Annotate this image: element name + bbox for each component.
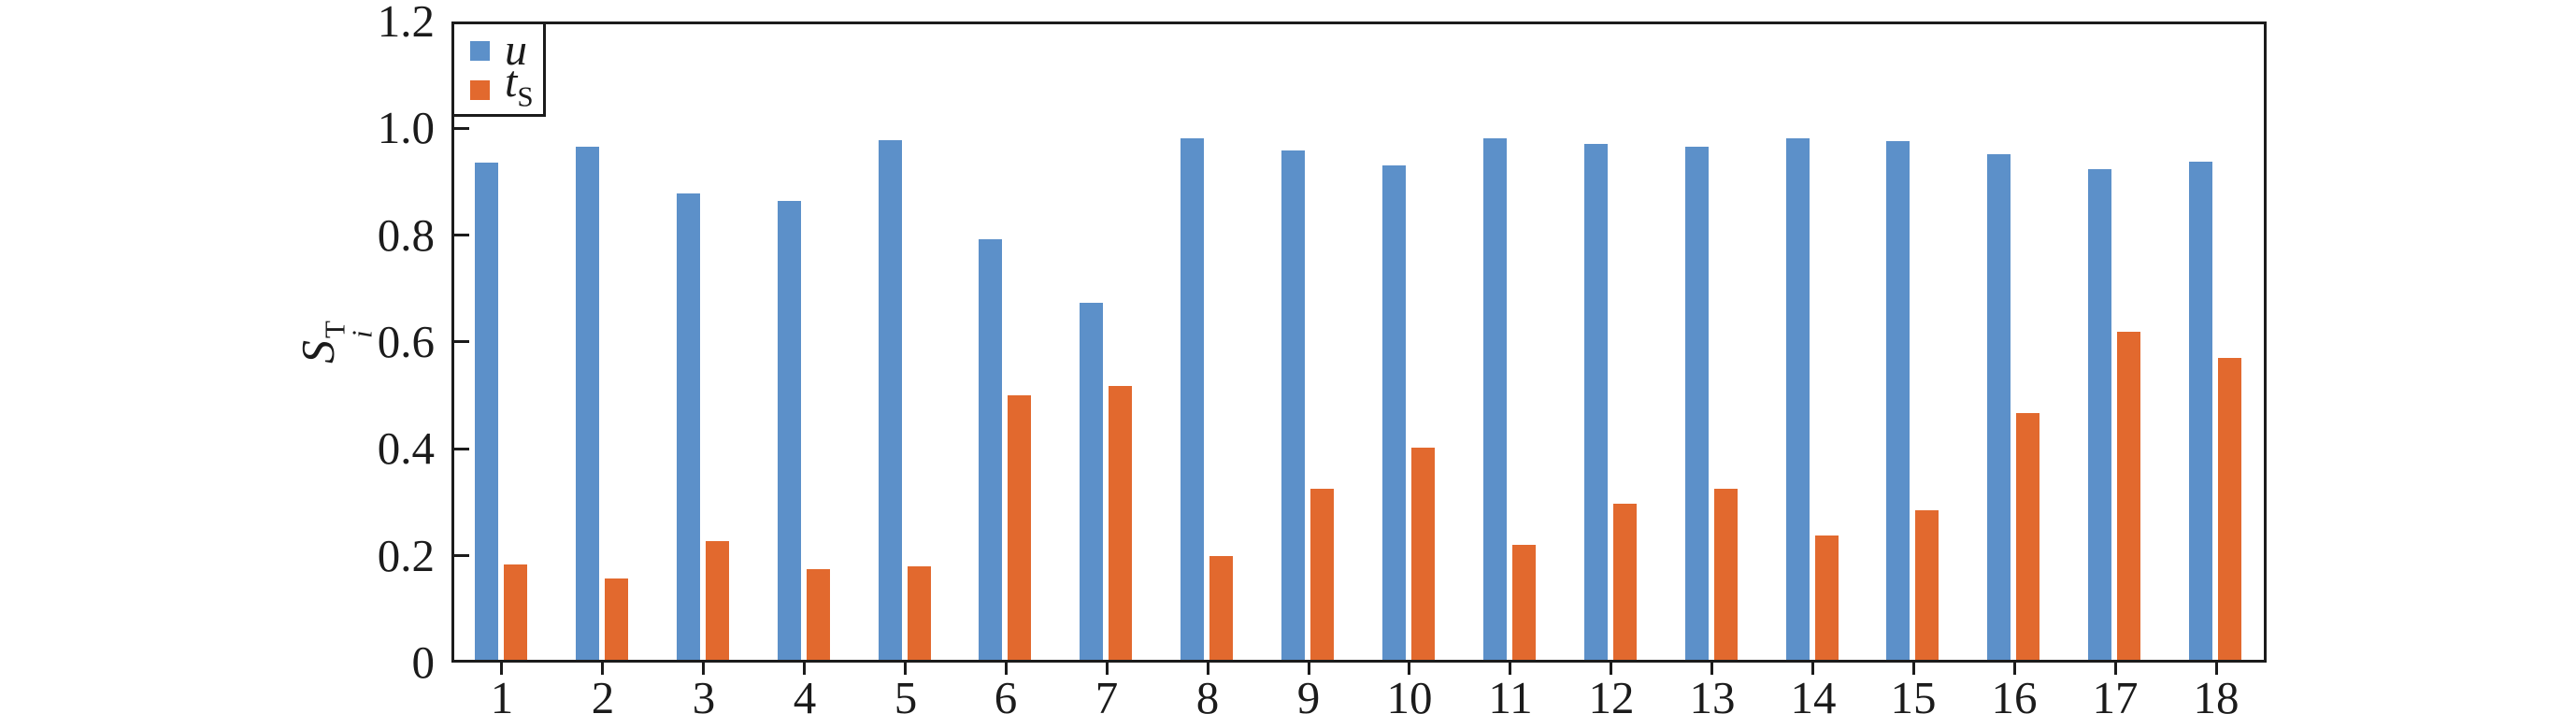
x-tick-label-17: 17 xyxy=(2092,672,2139,714)
bar-ts-5 xyxy=(908,566,931,663)
x-tick-label-8: 8 xyxy=(1195,672,1220,714)
x-tick-15 xyxy=(1912,663,1915,675)
y-tick-label-1.0: 1.0 xyxy=(377,102,435,153)
x-tick-label-4: 4 xyxy=(793,672,817,714)
y-tick-0.2 xyxy=(451,554,469,557)
y-tick-label-0.8: 0.8 xyxy=(377,209,435,261)
x-tick-4 xyxy=(803,663,806,675)
y-tick-label-0.6: 0.6 xyxy=(377,316,435,367)
legend-item-u: u xyxy=(470,25,527,75)
bar-u-14 xyxy=(1786,138,1810,663)
x-tick-label-1: 1 xyxy=(490,672,514,714)
bar-u-7 xyxy=(1080,303,1103,663)
x-tick-6 xyxy=(1005,663,1008,675)
bar-ts-11 xyxy=(1512,545,1536,663)
bar-ts-12 xyxy=(1613,504,1637,663)
bar-u-2 xyxy=(576,147,599,663)
bar-u-18 xyxy=(2189,162,2212,663)
x-tick-11 xyxy=(1509,663,1511,675)
x-tick-label-14: 14 xyxy=(1790,672,1837,714)
bar-ts-18 xyxy=(2218,358,2241,663)
bar-u-13 xyxy=(1685,147,1709,663)
bar-u-11 xyxy=(1483,138,1507,663)
y-tick-label-0.2: 0.2 xyxy=(377,530,435,581)
x-tick-5 xyxy=(904,663,907,675)
x-tick-label-15: 15 xyxy=(1890,672,1937,714)
legend-item-ts: tS xyxy=(470,60,534,112)
y-tick-label-1.2: 1.2 xyxy=(377,0,435,47)
y-tick-label-0.4: 0.4 xyxy=(377,422,435,474)
legend-swatch-ts xyxy=(470,79,490,100)
x-tick-label-16: 16 xyxy=(1991,672,2038,714)
x-tick-13 xyxy=(1710,663,1713,675)
bar-u-10 xyxy=(1382,165,1406,663)
x-tick-label-6: 6 xyxy=(994,672,1018,714)
x-tick-label-13: 13 xyxy=(1689,672,1736,714)
legend-swatch-u xyxy=(470,40,490,61)
x-tick-label-5: 5 xyxy=(894,672,918,714)
x-tick-18 xyxy=(2215,663,2218,675)
y-tick-0.4 xyxy=(451,448,469,450)
bar-ts-3 xyxy=(706,541,729,663)
bar-ts-14 xyxy=(1815,536,1839,663)
bar-ts-10 xyxy=(1411,448,1435,663)
legend: u tS xyxy=(451,21,546,117)
x-tick-16 xyxy=(2013,663,2016,675)
bar-ts-6 xyxy=(1008,395,1031,663)
bar-u-12 xyxy=(1584,144,1608,663)
bar-ts-2 xyxy=(605,578,628,663)
bar-u-8 xyxy=(1181,138,1204,663)
x-tick-10 xyxy=(1408,663,1410,675)
bar-u-6 xyxy=(979,239,1002,663)
bar-ts-15 xyxy=(1915,510,1939,663)
x-tick-label-11: 11 xyxy=(1488,672,1533,714)
x-tick-label-2: 2 xyxy=(591,672,615,714)
x-tick-14 xyxy=(1811,663,1814,675)
y-tick-1.0 xyxy=(451,127,469,130)
x-tick-label-9: 9 xyxy=(1296,672,1321,714)
bar-ts-13 xyxy=(1714,489,1738,663)
legend-label-ts: tS xyxy=(505,57,534,113)
bar-u-1 xyxy=(475,163,498,663)
bar-ts-8 xyxy=(1209,556,1233,663)
x-tick-17 xyxy=(2114,663,2117,675)
y-tick-0.8 xyxy=(451,234,469,236)
x-tick-2 xyxy=(601,663,604,675)
bar-ts-16 xyxy=(2016,413,2039,663)
bar-ts-9 xyxy=(1310,489,1334,663)
bar-ts-1 xyxy=(504,564,527,663)
bar-ts-7 xyxy=(1109,386,1132,663)
x-tick-label-12: 12 xyxy=(1588,672,1635,714)
x-tick-label-18: 18 xyxy=(2193,672,2240,714)
bar-u-4 xyxy=(778,201,801,663)
x-tick-9 xyxy=(1308,663,1310,675)
x-tick-1 xyxy=(500,663,503,675)
x-tick-8 xyxy=(1207,663,1209,675)
bar-ts-17 xyxy=(2117,332,2140,663)
x-tick-label-10: 10 xyxy=(1386,672,1433,714)
bar-u-17 xyxy=(2088,169,2111,663)
legend-label-u: u xyxy=(505,25,527,75)
x-tick-7 xyxy=(1106,663,1109,675)
bar-ts-4 xyxy=(807,569,830,663)
y-tick-label-0: 0 xyxy=(411,636,436,688)
bar-u-16 xyxy=(1987,154,2011,663)
x-tick-12 xyxy=(1610,663,1612,675)
y-tick-0.6 xyxy=(451,340,469,343)
bar-u-9 xyxy=(1281,150,1305,663)
bar-u-3 xyxy=(677,193,700,663)
plot-area: u tS xyxy=(451,21,2267,675)
x-tick-3 xyxy=(702,663,705,675)
bar-u-5 xyxy=(879,140,902,663)
bar-u-15 xyxy=(1886,141,1910,663)
x-tick-label-3: 3 xyxy=(692,672,716,714)
x-tick-label-7: 7 xyxy=(1095,672,1119,714)
